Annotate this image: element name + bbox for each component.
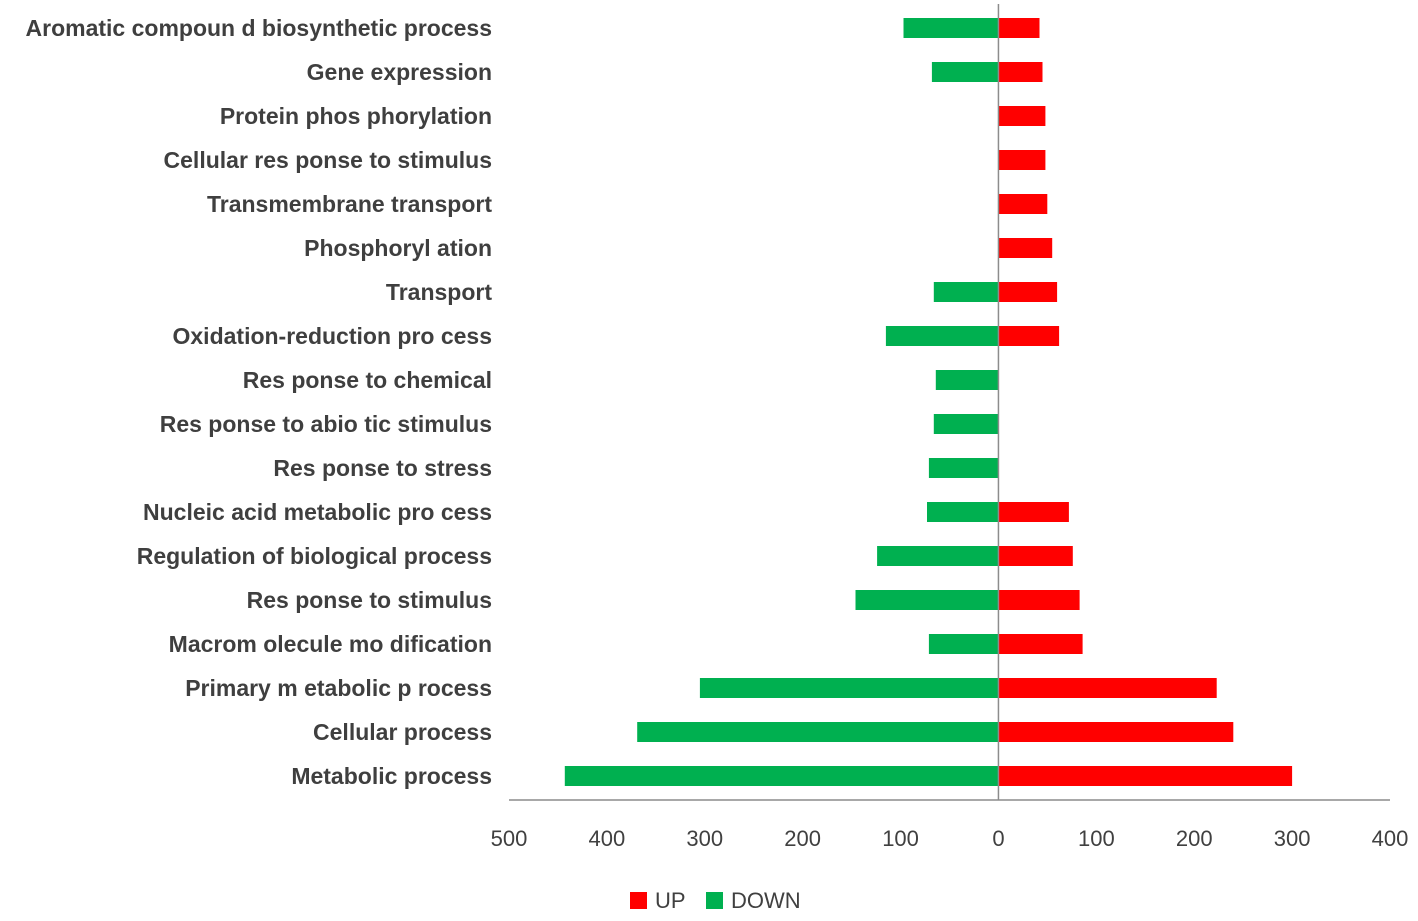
category-label: Gene expression xyxy=(307,59,492,85)
category-label: Cellular res ponse to stimulus xyxy=(164,147,492,173)
x-tick-label: 100 xyxy=(882,826,919,851)
category-label: Oxidation-reduction pro cess xyxy=(173,323,493,349)
bar-up-transmembrane-transport xyxy=(998,194,1048,214)
category-label: Phosphoryl ation xyxy=(304,235,492,261)
bar-down-transport xyxy=(933,282,999,302)
legend-swatch-up xyxy=(630,892,647,909)
bar-up-oxidation-reduction-pro-cess xyxy=(998,326,1060,346)
category-label: Res ponse to stimulus xyxy=(247,587,492,613)
legend: UP DOWN xyxy=(630,888,801,913)
bar-down-res-ponse-to-stimulus xyxy=(855,590,999,610)
bar-up-gene-expression xyxy=(998,62,1043,82)
bar-up-phosphoryl-ation xyxy=(998,238,1053,258)
category-label: Aromatic compoun d biosynthetic process xyxy=(26,15,492,41)
x-tick-label: 100 xyxy=(1078,826,1115,851)
category-label: Cellular process xyxy=(313,719,492,745)
category-label: Protein phos phorylation xyxy=(220,103,492,129)
x-tick-label: 500 xyxy=(491,826,528,851)
bar-down-regulation-of-biological-process xyxy=(877,546,999,566)
legend-swatch-down xyxy=(706,892,723,909)
x-tick-label: 200 xyxy=(1176,826,1213,851)
category-label: Res ponse to chemical xyxy=(243,367,492,393)
x-tick-label: 200 xyxy=(784,826,821,851)
category-label: Macrom olecule mo dification xyxy=(169,631,492,657)
bar-down-res-ponse-to-chemical xyxy=(935,370,999,390)
x-tick-label: 400 xyxy=(1372,826,1409,851)
x-tick-label: 400 xyxy=(589,826,626,851)
bar-up-cellular-process xyxy=(998,722,1234,742)
bar-down-metabolic-process xyxy=(564,766,999,786)
axes-layer xyxy=(509,4,1390,801)
legend-label-down: DOWN xyxy=(731,888,801,913)
bar-down-res-ponse-to-stress xyxy=(928,458,999,478)
tick-labels-layer: 500 400 300 200 100 0 100 200 300 400 xyxy=(491,826,1409,851)
bars-layer xyxy=(564,18,1293,786)
category-label: Primary m etabolic p rocess xyxy=(185,675,492,701)
legend-label-up: UP xyxy=(655,888,686,913)
bar-up-primary-m-etabolic-p-rocess xyxy=(998,678,1217,698)
category-labels-layer: Aromatic compoun d biosynthetic process G… xyxy=(26,15,493,789)
category-label: Res ponse to stress xyxy=(273,455,492,481)
category-label: Transmembrane transport xyxy=(207,191,492,217)
bar-up-cellular-res-ponse-to-stimulus xyxy=(998,150,1046,170)
category-label: Transport xyxy=(386,279,492,305)
bar-down-aromatic-compoun-d-biosynthetic-process xyxy=(903,18,999,38)
bar-up-macrom-olecule-mo-dification xyxy=(998,634,1083,654)
bar-up-transport xyxy=(998,282,1058,302)
bar-up-regulation-of-biological-process xyxy=(998,546,1073,566)
bar-up-aromatic-compoun-d-biosynthetic-process xyxy=(998,18,1040,38)
bar-down-cellular-process xyxy=(637,722,999,742)
x-tick-label: 300 xyxy=(686,826,723,851)
bar-up-metabolic-process xyxy=(998,766,1293,786)
category-label: Regulation of biological process xyxy=(137,543,492,569)
category-label: Res ponse to abio tic stimulus xyxy=(160,411,492,437)
bar-down-gene-expression xyxy=(931,62,999,82)
bar-down-nucleic-acid-metabolic-pro-cess xyxy=(927,502,999,522)
bar-up-nucleic-acid-metabolic-pro-cess xyxy=(998,502,1069,522)
bar-down-macrom-olecule-mo-dification xyxy=(928,634,999,654)
bar-down-res-ponse-to-abio-tic-stimulus xyxy=(933,414,999,434)
bar-up-protein-phos-phorylation xyxy=(998,106,1046,126)
bar-down-oxidation-reduction-pro-cess xyxy=(885,326,999,346)
category-label: Metabolic process xyxy=(291,763,492,789)
x-tick-label: 300 xyxy=(1274,826,1311,851)
category-label: Nucleic acid metabolic pro cess xyxy=(143,499,492,525)
x-tick-label: 0 xyxy=(992,826,1004,851)
bar-down-primary-m-etabolic-p-rocess xyxy=(699,678,999,698)
bar-up-res-ponse-to-stimulus xyxy=(998,590,1080,610)
